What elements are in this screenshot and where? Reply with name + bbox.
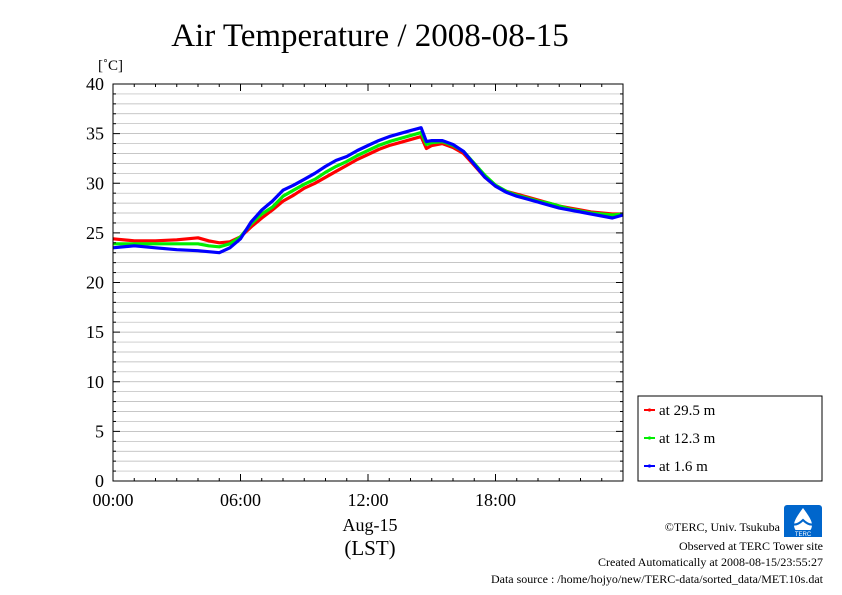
- y-axis-ticks: 0 5 10 15 20 25 30 35 40: [86, 74, 623, 491]
- y-tick-label: 20: [86, 273, 104, 293]
- chart-title: Air Temperature / 2008-08-15: [171, 18, 569, 54]
- y-tick-label: 30: [86, 173, 104, 193]
- x-tick-label: 06:00: [220, 490, 261, 510]
- footer-created: Created Automatically at 2008-08-15/23:5…: [598, 555, 823, 569]
- x-axis-ticks: 00:00 06:00 12:00 18:00: [92, 84, 624, 510]
- series-lines: [112, 126, 624, 255]
- y-tick-label: 35: [86, 124, 104, 144]
- terc-logo: TERC: [784, 505, 822, 538]
- legend-marker: [647, 436, 652, 440]
- x-tick-label: 18:00: [475, 490, 516, 510]
- x-axis-date-label: Aug-15: [343, 515, 398, 535]
- footer-source: Data source : /home/hojyo/new/TERC-data/…: [491, 572, 824, 586]
- y-tick-label: 25: [86, 223, 104, 243]
- x-tick-label: 12:00: [347, 490, 388, 510]
- y-axis-unit: [˚C]: [98, 58, 123, 74]
- legend-marker: [647, 408, 652, 412]
- legend-label: at 1.6 m: [659, 459, 708, 475]
- footer-copyright: ©TERC, Univ. Tsukuba: [665, 520, 781, 534]
- x-axis-timezone-label: (LST): [344, 536, 395, 560]
- series-line: [113, 131, 624, 249]
- series-line: [112, 135, 623, 245]
- series-line: [112, 126, 624, 255]
- footer-observed: Observed at TERC Tower site: [679, 539, 823, 553]
- terc-logo-text: TERC: [795, 532, 812, 538]
- legend: at 29.5 m at 12.3 m at 1.6 m: [637, 395, 823, 482]
- grid-lines: [113, 93, 623, 472]
- x-tick-label: 00:00: [92, 490, 133, 510]
- y-tick-label: 0: [95, 471, 104, 491]
- y-tick-label: 10: [86, 372, 104, 392]
- y-tick-label: 40: [86, 74, 104, 94]
- legend-box: [637, 395, 823, 482]
- legend-marker: [647, 464, 652, 468]
- y-tick-label: 5: [95, 421, 104, 441]
- legend-label: at 29.5 m: [659, 403, 716, 419]
- y-tick-label: 15: [86, 322, 104, 342]
- legend-label: at 12.3 m: [659, 431, 716, 447]
